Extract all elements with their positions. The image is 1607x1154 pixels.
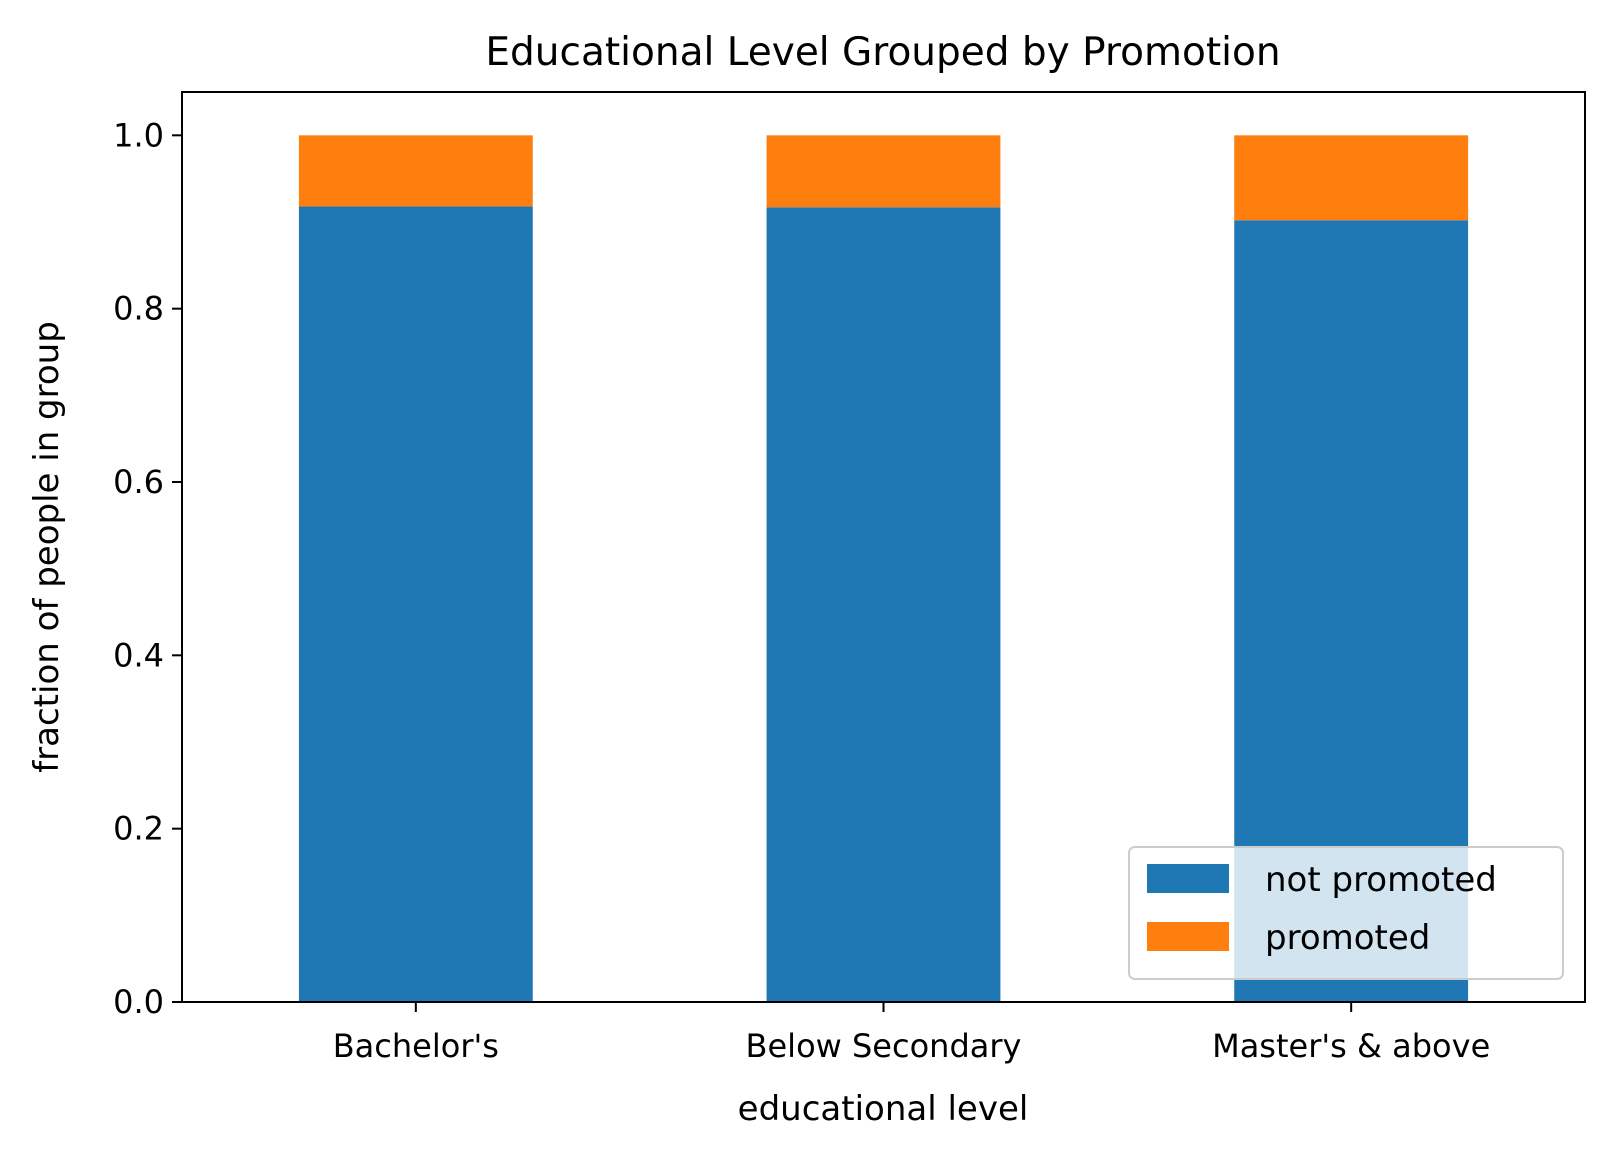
x-axis-ticks: Bachelor's Below Secondary Master's & abov… — [333, 1002, 1490, 1065]
legend-label-promoted: promoted — [1265, 918, 1430, 958]
bar-not-promoted-0 — [298, 206, 533, 1002]
chart-title: Educational Level Grouped by Promotion — [485, 30, 1280, 75]
legend: not promoted promoted — [1128, 846, 1564, 980]
y-tick-label: 0.0 — [113, 983, 164, 1021]
y-axis-ticks: 0.0 0.2 0.4 0.6 0.8 1.0 — [113, 116, 182, 1021]
y-tick-label: 0.8 — [113, 290, 164, 328]
bar-promoted-1 — [766, 135, 1001, 208]
y-tick-label: 0.2 — [113, 810, 164, 848]
y-tick-label: 0.4 — [113, 636, 164, 674]
x-tick-label: Bachelor's — [333, 1027, 499, 1065]
legend-label-not-promoted: not promoted — [1265, 860, 1497, 900]
y-tick-label: 1.0 — [113, 116, 164, 154]
x-axis-label: educational level — [738, 1089, 1029, 1129]
bar-promoted-0 — [298, 135, 533, 207]
bar-not-promoted-1 — [766, 207, 1001, 1002]
x-tick-label: Master's & above — [1212, 1027, 1490, 1065]
legend-frame — [1128, 846, 1564, 980]
y-axis-label: fraction of people in group — [27, 321, 67, 773]
legend-swatch-not-promoted — [1147, 864, 1229, 893]
x-tick-label: Below Secondary — [746, 1027, 1022, 1065]
bar-promoted-2 — [1234, 135, 1469, 221]
legend-swatch-promoted — [1147, 922, 1229, 951]
y-tick-label: 0.6 — [113, 463, 164, 501]
